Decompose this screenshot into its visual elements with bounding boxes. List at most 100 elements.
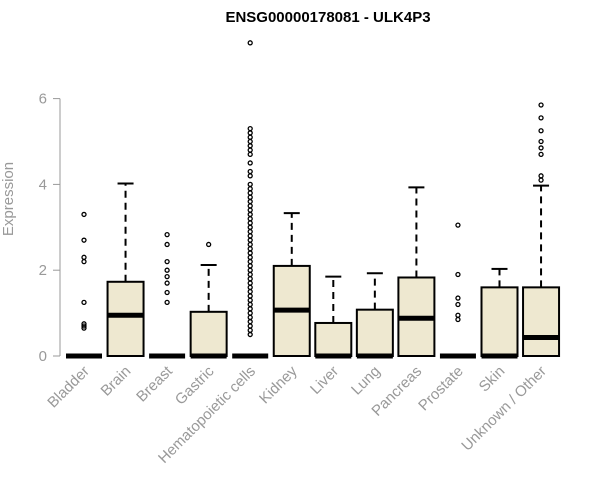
outlier-point [455, 301, 461, 308]
outlier-point [247, 293, 253, 299]
outlier-point [247, 250, 253, 256]
x-tick-label: Liver [307, 363, 342, 398]
outlier-point [247, 138, 253, 145]
outlier-point [247, 233, 253, 239]
outlier-point [247, 151, 253, 158]
boxes-group [66, 40, 561, 359]
box-group [232, 40, 269, 359]
outlier-point [247, 284, 253, 291]
box-body [106, 280, 145, 357]
outlier-point [247, 130, 253, 136]
outlier-point [538, 102, 544, 108]
outlier-point [164, 289, 170, 296]
x-tick-label: Bladder [44, 363, 93, 412]
outlier-point [247, 186, 253, 192]
outlier-point [247, 220, 253, 226]
outlier-point [247, 319, 253, 325]
outlier-point [247, 301, 253, 308]
outlier-point [247, 134, 253, 140]
outlier-point [247, 314, 253, 321]
y-axis-label: Expression [0, 162, 17, 236]
x-tick-label: Lung [348, 363, 384, 399]
outlier-point [247, 327, 253, 333]
box-group [480, 267, 519, 359]
outlier-point [81, 325, 87, 331]
outlier-point [455, 271, 461, 278]
outlier-point [247, 263, 253, 269]
box-group [355, 272, 394, 359]
box-body [189, 310, 228, 357]
box-group [149, 231, 186, 359]
outlier-point [247, 40, 253, 46]
outlier-point [81, 211, 87, 218]
x-tick-label: Brain [98, 363, 135, 400]
outlier-point [247, 254, 253, 260]
box-body [522, 286, 561, 357]
outlier-point [247, 288, 253, 295]
outlier-point [81, 254, 87, 260]
outlier-point [247, 276, 253, 282]
box-group [397, 186, 436, 358]
box-group [189, 241, 228, 359]
outlier-point [164, 267, 170, 273]
x-tick-label: Skin [476, 363, 509, 396]
box-group [106, 182, 145, 357]
outlier-point [247, 203, 253, 209]
outlier-point [247, 173, 253, 179]
x-tick-label: Kidney [256, 362, 301, 407]
outlier-point [247, 190, 253, 196]
outlier-point [455, 316, 461, 323]
y-tick-label: 2 [39, 262, 47, 279]
outlier-point [247, 125, 253, 132]
outlier-point [247, 310, 253, 316]
box-group [522, 102, 561, 357]
outlier-point [164, 241, 170, 248]
outlier-point [164, 231, 170, 238]
outlier-point [247, 147, 253, 153]
outlier-point [247, 246, 253, 252]
y-tick-label: 6 [39, 91, 47, 108]
x-tick-label: Prostate [415, 363, 467, 415]
outlier-point [538, 173, 544, 179]
box-group [314, 275, 353, 359]
outlier-point [538, 151, 544, 158]
outlier-point [81, 323, 87, 329]
outlier-point [205, 241, 212, 248]
box-group [272, 212, 311, 357]
outlier-point [247, 211, 253, 218]
outlier-point [81, 237, 87, 243]
outlier-point [247, 267, 253, 273]
outlier-point [247, 224, 253, 230]
outlier-point [247, 207, 253, 213]
outlier-point [247, 258, 253, 265]
box-group [66, 211, 102, 359]
outlier-point [247, 297, 253, 303]
outlier-point [247, 237, 253, 243]
outlier-point [247, 306, 253, 312]
outlier-point [81, 299, 87, 306]
outlier-point [455, 312, 461, 318]
outlier-point [247, 181, 253, 188]
outlier-point [164, 273, 170, 280]
chart-title: ENSG00000178081 - ULK4P3 [225, 9, 430, 26]
outlier-point [247, 198, 253, 205]
outlier-point [247, 228, 253, 235]
outlier-point [455, 295, 461, 301]
box-body [355, 308, 394, 357]
y-tick-label: 4 [39, 176, 47, 193]
box-body [314, 321, 353, 358]
outlier-point [247, 216, 253, 222]
outlier-point [247, 331, 253, 338]
box-group [439, 222, 476, 359]
outlier-point [247, 241, 253, 248]
outlier-point [538, 115, 544, 121]
box-body [480, 286, 519, 357]
x-tick-label: Breast [133, 362, 176, 405]
outlier-point [247, 323, 253, 329]
outlier-point [538, 145, 544, 151]
y-axis: 0 2 4 6 [39, 91, 61, 365]
outlier-point [247, 271, 253, 278]
